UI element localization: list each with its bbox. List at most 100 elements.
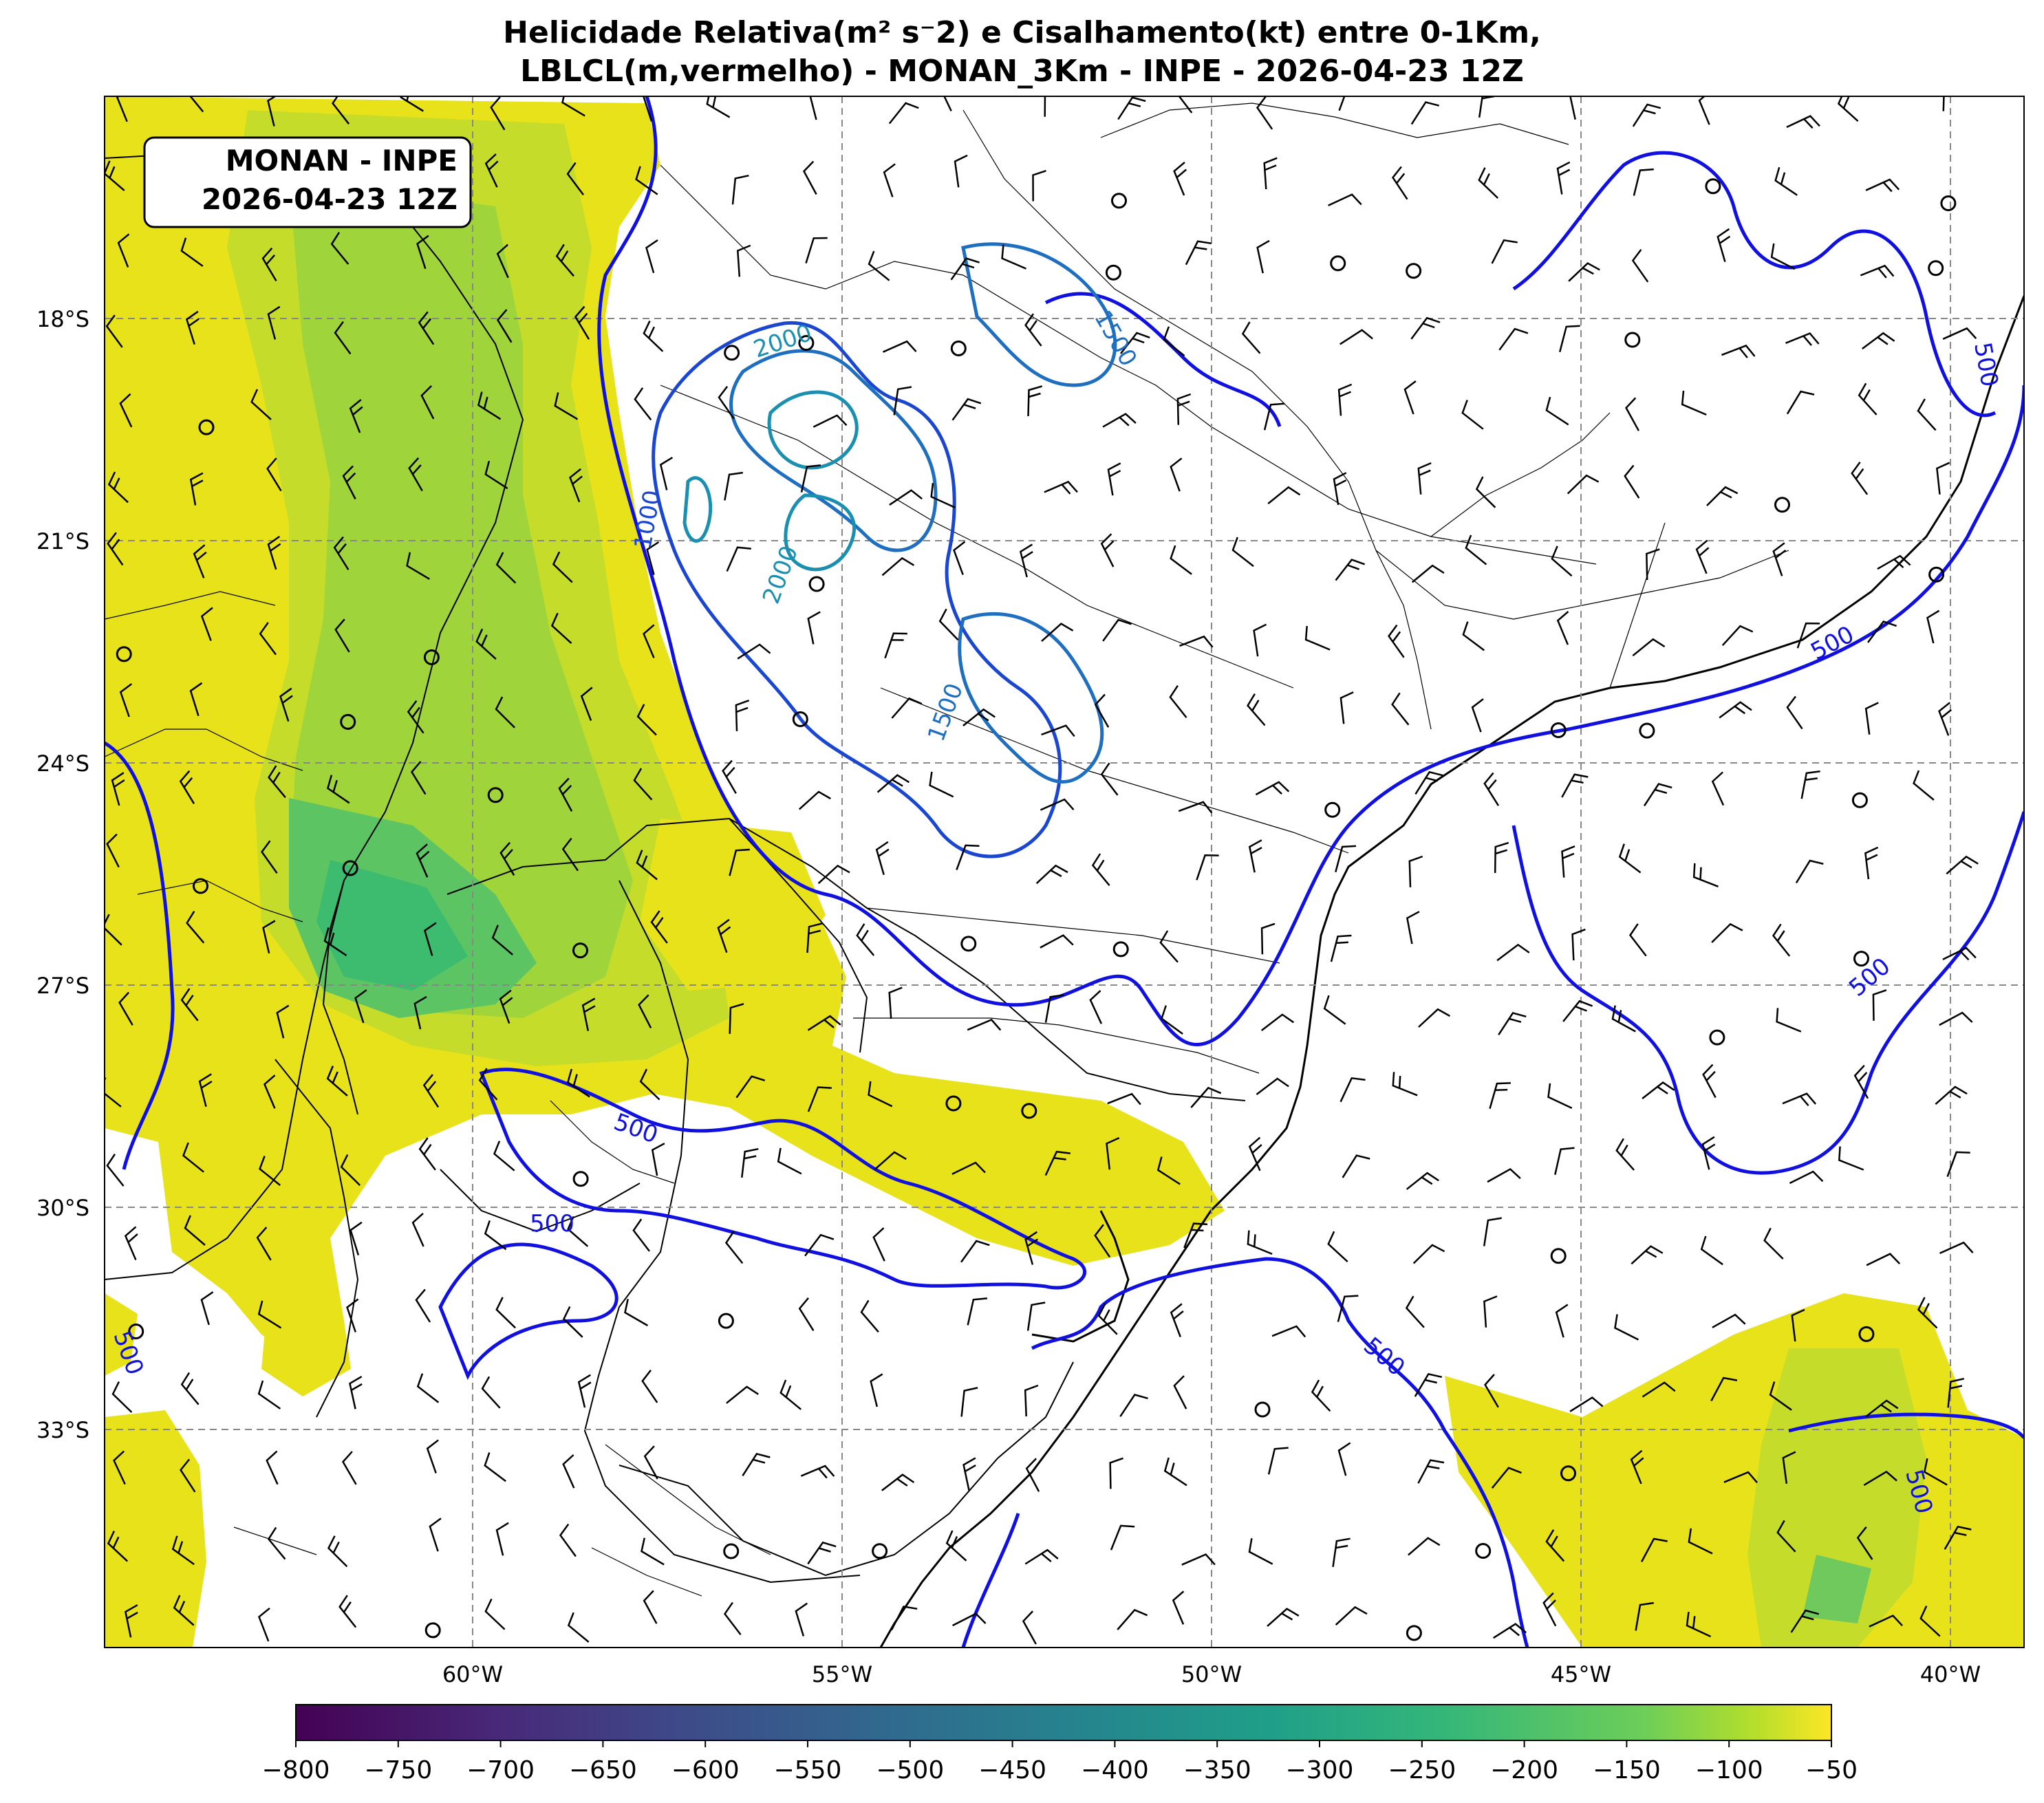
wind-barb	[180, 1372, 200, 1405]
wind-barb	[1304, 625, 1331, 651]
wind-barb	[581, 997, 596, 1031]
wind-barb	[1483, 1217, 1502, 1246]
wind-barb	[1026, 1302, 1046, 1331]
lon-label: 40°W	[1920, 1661, 1981, 1687]
wind-barb	[330, 232, 349, 265]
wind-barb	[967, 1297, 988, 1326]
wind-barb	[624, 1299, 649, 1327]
wind-barb	[643, 1590, 658, 1624]
lon-label: 45°W	[1551, 1661, 1611, 1687]
wind-barb	[1712, 1313, 1746, 1328]
wind-barb	[1335, 559, 1366, 581]
wind-barb	[411, 1212, 424, 1247]
wind-barb	[259, 1156, 281, 1186]
wind-barb	[1178, 801, 1213, 814]
wind-barb	[1330, 934, 1352, 962]
wind-barb	[1558, 325, 1580, 353]
wind-barb	[180, 237, 204, 267]
wind-barb	[1493, 1623, 1527, 1639]
calm-circle	[1550, 722, 1567, 738]
shear-wind-barbs	[105, 96, 1979, 1645]
calm-circle	[198, 419, 215, 435]
map-frame	[104, 96, 2025, 1648]
wind-barb	[1917, 1297, 1938, 1329]
calm-circle	[950, 341, 967, 356]
wind-barb	[266, 1450, 279, 1485]
wind-barb	[741, 1147, 759, 1178]
wind-barb	[723, 1601, 742, 1636]
lcl-contours	[105, 96, 2024, 1648]
wind-barb	[956, 844, 980, 871]
wind-barb	[259, 622, 277, 656]
wind-barb	[1260, 1013, 1295, 1031]
wind-barb	[186, 911, 205, 944]
wind-barb	[954, 154, 968, 188]
wind-barb	[1405, 1295, 1425, 1328]
wind-barb	[1935, 1086, 1968, 1105]
wind-barb	[334, 618, 350, 653]
wind-barb	[1923, 1458, 1948, 1486]
wind-barb	[1041, 623, 1074, 643]
wind-barb	[340, 1154, 361, 1186]
wind-barb	[718, 386, 735, 420]
wind-barb	[1328, 193, 1362, 206]
wind-barb	[737, 643, 771, 660]
wind-barb	[180, 1458, 196, 1493]
colorbar-tick-label: −700	[466, 1756, 535, 1784]
wind-barb	[182, 1142, 204, 1173]
wind-barb	[1614, 1314, 1639, 1341]
wind-barb	[735, 1075, 766, 1099]
wind-barb	[193, 544, 207, 579]
wind-barb	[1024, 1384, 1039, 1416]
wind-barb	[1866, 1253, 1901, 1266]
wind-barb	[1702, 1064, 1717, 1099]
calm-circle	[1928, 566, 1945, 583]
wind-barb	[341, 1451, 357, 1485]
wind-barb	[646, 541, 660, 575]
wind-barb	[105, 314, 123, 348]
wind-barb	[1782, 1451, 1796, 1484]
wind-barb	[1942, 327, 1977, 340]
wind-barb	[267, 1526, 286, 1560]
wind-barb	[1681, 390, 1707, 416]
wind-barb	[1263, 402, 1285, 431]
wind-barb	[643, 1445, 658, 1480]
wind-barb	[415, 1288, 431, 1323]
wind-barb	[1491, 1467, 1522, 1489]
wind-barb	[326, 775, 350, 804]
wind-barb	[1102, 413, 1137, 428]
wind-barb	[185, 310, 200, 345]
wind-barb	[1858, 382, 1878, 415]
wind-barb	[1040, 798, 1075, 811]
wind-barb	[574, 305, 590, 340]
wind-barb	[1256, 96, 1273, 130]
calm-circle	[872, 1543, 888, 1559]
wind-barb	[1864, 846, 1879, 880]
colorbar-tick-label: −550	[774, 1756, 842, 1784]
wind-barb	[105, 160, 125, 191]
wind-barb	[116, 96, 128, 122]
wind-barb	[953, 541, 966, 575]
wind-barb	[1173, 161, 1187, 196]
wind-barb	[490, 96, 506, 131]
wind-barb	[1562, 1000, 1593, 1022]
wind-barb	[1100, 762, 1119, 796]
lat-label: 24°S	[36, 751, 89, 777]
wind-barb	[717, 918, 731, 953]
wind-barb	[477, 391, 502, 420]
wind-barb	[1568, 262, 1600, 282]
wind-barb	[929, 771, 954, 798]
wind-barb	[475, 628, 497, 660]
wind-barb	[258, 1607, 270, 1642]
wind-barb	[1332, 1537, 1351, 1567]
wind-barb	[856, 923, 875, 956]
wind-barb	[180, 988, 199, 1022]
wind-barb	[659, 457, 674, 490]
wind-barb	[870, 1373, 883, 1407]
wind-barb	[1630, 1449, 1644, 1484]
wind-barb	[1717, 228, 1731, 262]
wind-barb	[1248, 1537, 1273, 1565]
wind-barb	[1947, 1377, 1965, 1408]
wind-barb	[1946, 1151, 1970, 1178]
